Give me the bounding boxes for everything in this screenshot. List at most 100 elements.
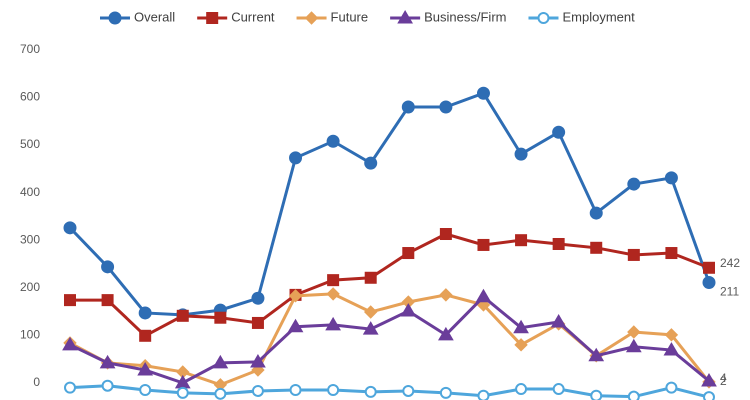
marker bbox=[588, 347, 605, 362]
marker bbox=[62, 336, 78, 351]
marker bbox=[99, 354, 116, 369]
marker bbox=[101, 294, 114, 307]
data-label: 4 bbox=[720, 371, 727, 385]
marker bbox=[64, 294, 76, 307]
y-tick-label: 700 bbox=[20, 42, 40, 56]
marker bbox=[625, 338, 642, 353]
marker bbox=[400, 303, 417, 317]
marker bbox=[589, 206, 603, 220]
marker bbox=[139, 329, 152, 342]
marker bbox=[138, 306, 152, 320]
series-line bbox=[69, 292, 711, 387]
marker bbox=[402, 247, 415, 260]
marker bbox=[590, 389, 603, 400]
data-label: 2 bbox=[720, 374, 727, 388]
marker bbox=[176, 386, 189, 399]
legend-label: Employment bbox=[562, 9, 635, 24]
legend-item: Overall bbox=[100, 9, 175, 25]
marker bbox=[364, 156, 378, 170]
marker bbox=[552, 237, 565, 250]
marker bbox=[703, 261, 715, 274]
marker bbox=[627, 248, 640, 261]
marker bbox=[214, 387, 227, 400]
marker bbox=[251, 316, 264, 329]
marker bbox=[325, 316, 341, 331]
marker bbox=[364, 385, 377, 398]
marker bbox=[251, 384, 264, 397]
marker bbox=[289, 151, 303, 165]
marker bbox=[101, 379, 114, 392]
marker bbox=[665, 247, 678, 260]
marker bbox=[665, 381, 678, 394]
marker bbox=[212, 354, 229, 369]
marker bbox=[108, 11, 122, 25]
marker bbox=[664, 171, 678, 185]
marker bbox=[514, 147, 528, 161]
legend-item: Current bbox=[197, 9, 275, 24]
marker bbox=[701, 372, 717, 387]
y-tick-label: 500 bbox=[20, 137, 40, 151]
marker bbox=[327, 274, 340, 287]
marker bbox=[513, 319, 529, 334]
y-tick-label: 200 bbox=[20, 280, 40, 294]
marker bbox=[475, 288, 492, 303]
y-tick-label: 0 bbox=[33, 375, 40, 389]
legend-item: Future bbox=[296, 9, 368, 25]
marker bbox=[251, 291, 265, 305]
marker bbox=[101, 260, 115, 274]
marker bbox=[288, 289, 303, 303]
y-tick-label: 600 bbox=[20, 90, 40, 104]
legend-label: Business/Firm bbox=[424, 9, 506, 24]
marker bbox=[363, 305, 378, 319]
y-tick-label: 100 bbox=[20, 327, 40, 341]
marker bbox=[362, 321, 379, 335]
marker bbox=[397, 10, 413, 24]
marker bbox=[627, 325, 641, 339]
marker bbox=[477, 389, 490, 400]
marker bbox=[439, 100, 453, 114]
marker bbox=[515, 383, 528, 396]
marker bbox=[439, 288, 453, 302]
marker bbox=[438, 326, 454, 341]
marker bbox=[476, 86, 490, 100]
series-line bbox=[69, 294, 710, 385]
marker bbox=[537, 12, 550, 24]
legend-item: Business/Firm bbox=[390, 9, 506, 24]
y-tick-label: 300 bbox=[20, 232, 40, 246]
series-line bbox=[70, 232, 710, 338]
marker bbox=[552, 125, 566, 139]
data-label: 211 bbox=[720, 285, 739, 299]
marker bbox=[627, 390, 640, 400]
series-line bbox=[69, 384, 710, 399]
marker bbox=[515, 234, 528, 247]
marker bbox=[176, 309, 189, 322]
legend-label: Overall bbox=[134, 9, 175, 24]
marker bbox=[63, 221, 77, 235]
marker bbox=[137, 362, 154, 376]
marker bbox=[250, 353, 266, 368]
marker bbox=[703, 391, 715, 400]
marker bbox=[206, 12, 219, 24]
marker bbox=[627, 177, 641, 191]
marker bbox=[550, 314, 567, 328]
marker bbox=[477, 238, 490, 251]
marker bbox=[326, 134, 340, 148]
marker bbox=[702, 276, 716, 290]
marker bbox=[214, 311, 227, 324]
marker bbox=[514, 338, 528, 352]
marker bbox=[327, 384, 340, 397]
marker bbox=[402, 384, 415, 397]
legend-item: Employment bbox=[528, 9, 635, 24]
marker bbox=[289, 384, 302, 397]
marker bbox=[364, 271, 377, 284]
y-tick-label: 400 bbox=[20, 185, 40, 199]
marker bbox=[304, 11, 319, 25]
marker bbox=[439, 386, 452, 399]
legend-label: Current bbox=[231, 9, 275, 24]
marker bbox=[326, 287, 340, 301]
marker bbox=[401, 100, 415, 114]
marker bbox=[439, 228, 452, 241]
marker bbox=[663, 342, 680, 356]
